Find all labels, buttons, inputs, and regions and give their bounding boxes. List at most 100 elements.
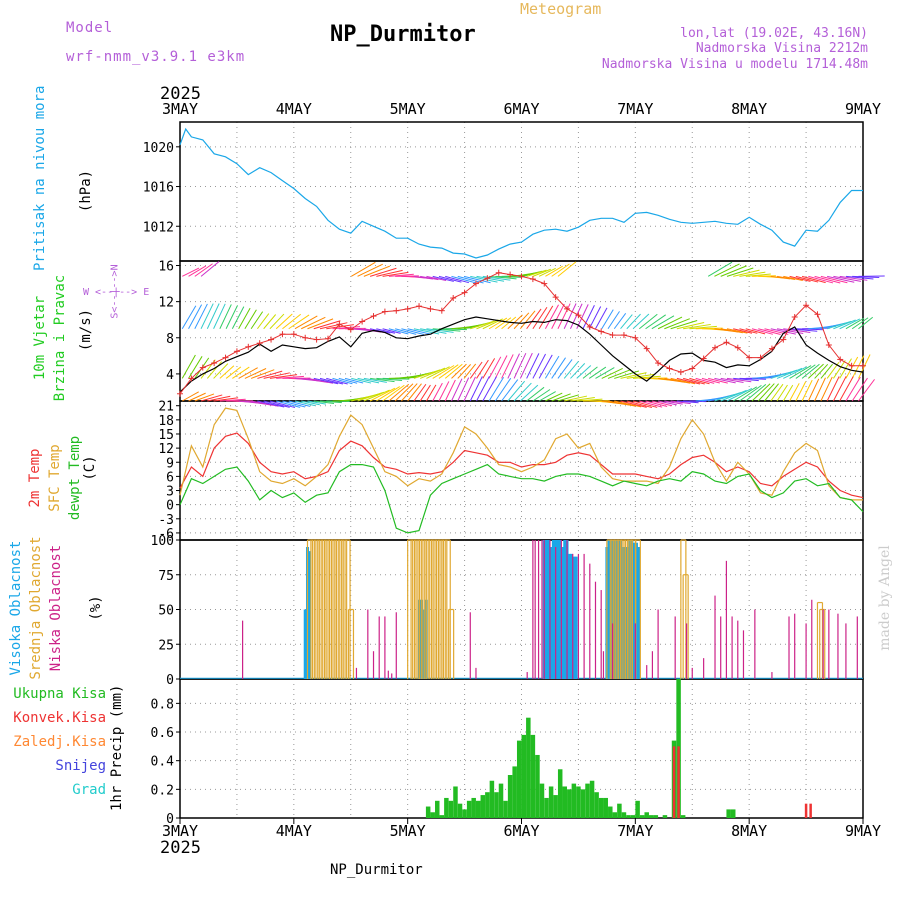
precip-bar [444, 797, 449, 818]
wind-arrow [476, 359, 489, 379]
coords-label: lon,lat (19.02E, 43.16N) [680, 26, 868, 41]
wind-arrow [564, 395, 588, 402]
wind-arrow [683, 323, 711, 330]
y-tick-label: 0.8 [151, 697, 174, 712]
wind-arrow [376, 386, 401, 402]
wind-arrow [538, 305, 554, 329]
wind-arrow [463, 275, 491, 284]
wind-arrow [814, 363, 829, 379]
wind-arrow [576, 365, 592, 379]
wind-arrow [257, 370, 283, 379]
wind-arrow [526, 308, 542, 330]
y-tick-label: 0.2 [151, 783, 174, 798]
wind-arrow [551, 393, 571, 402]
wind-arrow [463, 363, 477, 379]
wind-arrow [782, 384, 794, 402]
wind-arrow [269, 313, 285, 330]
wind-arrow [501, 379, 519, 402]
wind-arrow [457, 364, 471, 379]
wind-arrow [845, 317, 865, 330]
wind-arrow [244, 368, 267, 379]
wind-arrow [826, 320, 852, 330]
wind-arrow [376, 269, 403, 277]
precip-bar [576, 786, 581, 818]
x-tick-label-top: 8MAY [731, 100, 767, 118]
wind-arrow [181, 354, 196, 379]
wind-arrow [313, 377, 339, 385]
wind-arrow [751, 328, 774, 335]
wind-arrow [369, 267, 397, 277]
wind-arrow [795, 328, 824, 331]
wind-arrow [470, 320, 495, 330]
wind-arrow [739, 384, 762, 402]
wind-arrow [532, 389, 551, 402]
precip-bar [639, 815, 645, 818]
wind-arrow [676, 400, 699, 404]
wind-arrow [420, 328, 447, 334]
wind-arrow [732, 386, 758, 402]
wind-arrow [664, 377, 691, 384]
precip-bar [680, 815, 686, 818]
wind-arrow [438, 328, 467, 331]
wind-arrow [776, 275, 796, 281]
wind-arrow [488, 317, 508, 330]
wind-arrow [720, 265, 747, 277]
wind-arrow [708, 377, 728, 384]
wind-arrow [194, 303, 208, 329]
wind-arrow [463, 376, 476, 402]
wind-arrow [858, 379, 875, 402]
precip-bar [526, 717, 531, 818]
wind-arrow [188, 265, 207, 277]
model-altitude-label: Nadmorska Visina u modelu 1714.48m [601, 57, 868, 72]
x-tick-label-bottom: 6MAY [503, 822, 539, 840]
y-tick-label: 12 [158, 442, 174, 457]
y-tick-label: 12 [158, 296, 174, 311]
wind-arrow [595, 367, 615, 379]
precip-bar [494, 792, 499, 818]
precip-bar [466, 800, 472, 818]
wind-arrow [394, 383, 414, 402]
wind-arrow [551, 263, 570, 277]
x-tick-label-bottom: 5MAY [390, 822, 426, 840]
y-tick-label: 6 [166, 470, 174, 485]
wind-arrow [683, 377, 705, 385]
wind-arrow [357, 263, 383, 277]
wind-arrow [307, 377, 334, 384]
wind-arrow [676, 321, 705, 330]
wind-arrow [601, 367, 623, 379]
wind-arrow [326, 324, 354, 330]
wind-arrow [357, 377, 380, 384]
wind-arrow [488, 376, 505, 402]
wind-arrow [520, 384, 539, 402]
wind-arrow [839, 376, 854, 402]
wind-arrow [451, 378, 463, 402]
wind-arrow [676, 377, 701, 385]
y-tick-label: 0 [166, 812, 174, 827]
wind-arrow [733, 377, 759, 382]
wind-arrow [276, 375, 304, 379]
wind-arrow [513, 382, 532, 402]
y-tick-label: 15 [158, 428, 174, 443]
precip-bar [498, 783, 504, 818]
wind-arrow [407, 383, 422, 402]
precip-bar [571, 783, 577, 818]
wind-arrow [588, 306, 602, 329]
wind-arrow [432, 382, 443, 402]
wind-arrow [595, 307, 608, 329]
precip-bar [457, 803, 463, 818]
y-tick-label: 4 [166, 368, 174, 383]
wind-arrow [438, 381, 450, 402]
wind-arrow [664, 400, 683, 405]
page-title: NP_Durmitor [330, 22, 476, 47]
precip-bar [608, 806, 613, 818]
precip-bar [585, 783, 590, 818]
model-label: Model [66, 20, 114, 36]
wind-arrow [263, 400, 290, 408]
wind-arrow [451, 363, 467, 379]
wind-arrow [407, 328, 432, 335]
wind-arrow [833, 319, 856, 330]
altitude-label: Nadmorska Visina 2212m [695, 41, 868, 56]
wind-arrow [801, 363, 820, 379]
wind-arrow [783, 366, 807, 379]
precip-bar [475, 800, 481, 818]
